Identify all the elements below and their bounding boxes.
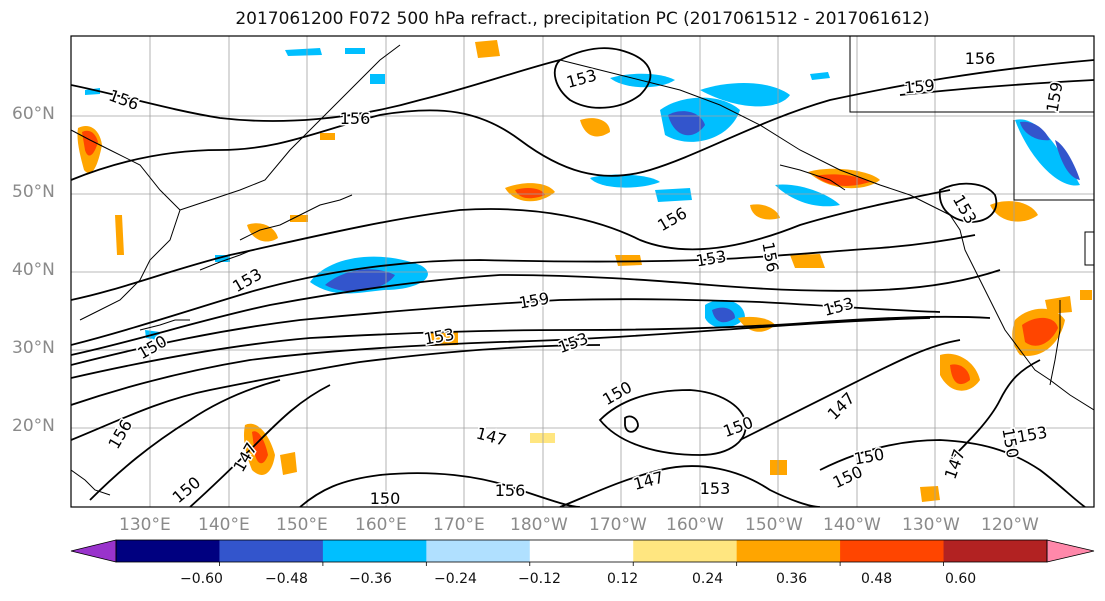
- lon-label-140e: 140°E: [198, 515, 250, 535]
- colorbar-tick-label: −0.48: [265, 571, 308, 587]
- lon-label-170w: 170°W: [589, 515, 647, 535]
- colorbar-left-extension: [70, 539, 117, 563]
- lat-label-60n: 60°N: [12, 104, 55, 124]
- lat-label-30n: 30°N: [12, 338, 55, 358]
- lat-label-20n: 20°N: [12, 416, 55, 436]
- lon-label-180w: 180°W: [510, 515, 568, 535]
- colorbar-tick-label: 0.24: [692, 571, 724, 587]
- colorbar-tick-label: 0.12: [607, 571, 639, 587]
- colorbar-tick-label: 0.36: [776, 571, 808, 587]
- colorbar-tick-label: −0.36: [349, 571, 392, 587]
- lon-label-160w: 160°W: [666, 515, 724, 535]
- contour-lines: [71, 47, 1094, 507]
- lon-label-130w: 130°W: [902, 515, 960, 535]
- colorbar: [70, 539, 1095, 566]
- colorbar-segment: [943, 540, 1048, 562]
- colorbar-segment: [322, 540, 427, 562]
- colorbar-right-extension: [1046, 539, 1095, 563]
- colorbar-segment: [219, 540, 324, 562]
- map-frame: [70, 35, 1095, 508]
- contour-label: 156: [495, 481, 526, 500]
- lon-label-150e: 150°E: [276, 515, 328, 535]
- contour-label: 159: [903, 76, 935, 98]
- lat-label-50n: 50°N: [12, 182, 55, 202]
- map-title: 2017061200 F072 500 hPa refract., precip…: [235, 9, 930, 29]
- colorbar-tick-label: −0.60: [180, 571, 223, 587]
- lon-label-150w: 150°W: [745, 515, 803, 535]
- colorbar-segment: [529, 540, 634, 562]
- colorbar-segment: [633, 540, 738, 562]
- colorbar-segment: [426, 540, 531, 562]
- lon-label-140w: 140°W: [823, 515, 881, 535]
- colorbar-segment: [736, 540, 841, 562]
- contour-label: 156: [965, 49, 996, 68]
- contour-label: 150: [370, 489, 401, 508]
- lon-label-160e: 160°E: [355, 515, 407, 535]
- contour-label: 153: [564, 66, 598, 92]
- lon-label-130e: 130°E: [119, 515, 171, 535]
- colorbar-tick-label: 0.60: [945, 571, 977, 587]
- contour-label: 156: [340, 109, 371, 128]
- lat-label-40n: 40°N: [12, 260, 55, 280]
- colorbar-segment: [116, 540, 220, 562]
- contour-label: 153: [700, 479, 731, 498]
- lon-label-170e: 170°E: [433, 515, 485, 535]
- map-plot-area: [71, 36, 1094, 507]
- colorbar-tick-label: −0.24: [434, 571, 477, 587]
- colorbar-tick-label: 0.48: [861, 571, 893, 587]
- lon-label-120w: 120°W: [981, 515, 1039, 535]
- colorbar-tick-label: −0.12: [518, 571, 561, 587]
- colorbar-segment: [840, 540, 945, 562]
